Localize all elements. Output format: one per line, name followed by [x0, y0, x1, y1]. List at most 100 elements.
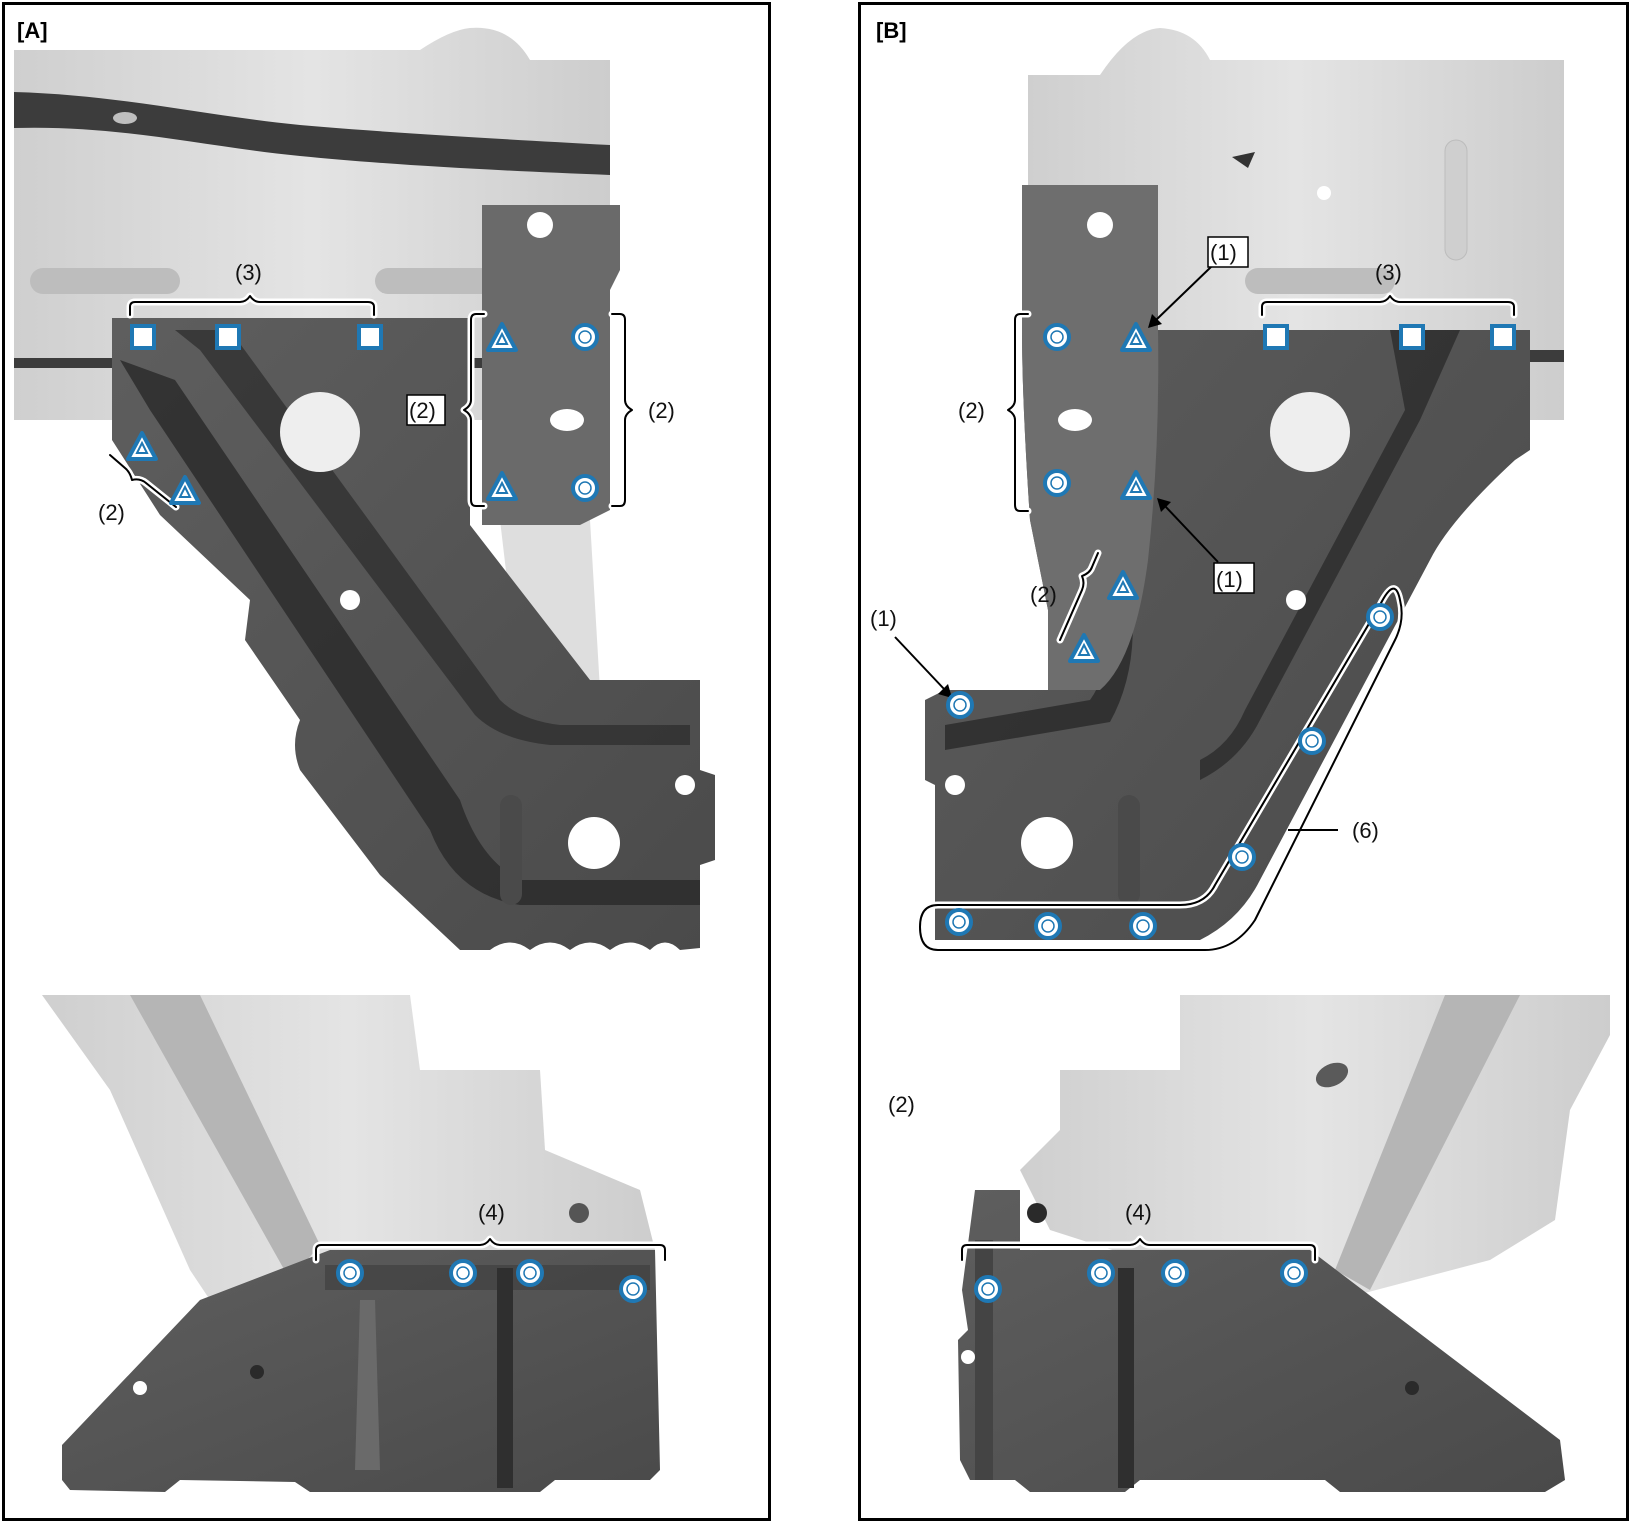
triangle-weld-marker [126, 431, 158, 461]
circle-weld-marker [1161, 1259, 1189, 1287]
square-markers [130, 324, 1516, 350]
a-upper-dark-rail [14, 92, 610, 175]
circle-weld-marker [1298, 727, 1326, 755]
circle-weld-marker [571, 323, 599, 351]
circle-weld-marker [1305, 734, 1319, 748]
triangle-weld-marker [1077, 642, 1091, 656]
b-lower-hole [1021, 817, 1073, 869]
a-main-bracket [112, 318, 715, 950]
callout-a-2-box [406, 394, 446, 426]
circle-weld-marker [1136, 919, 1150, 933]
circle-weld-marker [336, 1259, 364, 1287]
a-small-hole [340, 590, 360, 610]
panel-b-tag: [B] [876, 18, 907, 43]
callout-b-4: (4) [1125, 1200, 1152, 1225]
callout-a-4: (4) [478, 1200, 505, 1225]
triangle-weld-marker [1116, 579, 1130, 593]
triangle-weld-marker [495, 480, 509, 494]
circle-weld-marker [523, 1266, 537, 1280]
circle-weld-marker [953, 698, 967, 712]
circle-weld-marker [456, 1266, 470, 1280]
a-lower-dark-bracket [60, 1430, 62, 1523]
triangle-weld-marker [169, 475, 201, 505]
panel-a-artwork [14, 27, 715, 1523]
circle-weld-marker [946, 691, 974, 719]
circle-weld-marker [1280, 1259, 1308, 1287]
callout-b-2-stray: (2) [888, 1092, 915, 1117]
callout-a-3: (3) [235, 260, 262, 285]
callout-b-1-mid: (1) [1216, 567, 1243, 592]
callout-b-2-left: (2) [958, 398, 985, 423]
callout-a-2-boxed: (2) [409, 398, 436, 423]
triangle-weld-marker [135, 440, 149, 454]
triangle-weld-marker [1107, 570, 1139, 600]
circle-weld-marker [1228, 843, 1256, 871]
square-weld-marker [1263, 324, 1289, 350]
callout-b-3: (3) [1375, 260, 1402, 285]
b-large-hole [1270, 392, 1350, 472]
square-weld-marker [357, 324, 383, 350]
circle-weld-marker [981, 1282, 995, 1296]
panel-b-artwork [925, 28, 1610, 1492]
circle-weld-marker [1168, 1266, 1182, 1280]
b-tab-plate [1022, 185, 1159, 690]
circle-weld-marker [1094, 1266, 1108, 1280]
circle-weld-marker [1087, 1259, 1115, 1287]
circle-weld-marker [945, 908, 973, 936]
b-upper-light-panel [1028, 28, 1564, 420]
square-weld-marker [1399, 324, 1425, 350]
circle-weld-marker [626, 1282, 640, 1296]
a-tab-plate [482, 205, 620, 525]
triangle-weld-marker [1068, 633, 1100, 663]
circle-weld-marker [1041, 919, 1055, 933]
triangle-weld-marker [1129, 331, 1143, 345]
panel-a-tag: [A] [17, 18, 48, 43]
circle-weld-marker [449, 1259, 477, 1287]
a-rail-hole [113, 112, 137, 124]
circle-markers [336, 323, 1394, 1303]
a-large-hole [280, 392, 360, 472]
callout-b-2-inner: (2) [1030, 582, 1057, 607]
a-tab-hole [527, 212, 553, 238]
callout-b-1-top-box [1207, 236, 1249, 268]
square-weld-marker [215, 324, 241, 350]
triangle-weld-marker [1129, 479, 1143, 493]
b-tab-hole [1087, 212, 1113, 238]
callout-b-6: (6) [1352, 818, 1379, 843]
triangle-weld-marker [178, 484, 192, 498]
circle-weld-marker [1373, 610, 1387, 624]
leader-b-1-mid [1157, 498, 1219, 563]
circle-weld-marker [1034, 912, 1062, 940]
leader-b-1-top [1148, 265, 1213, 328]
circle-weld-marker [952, 915, 966, 929]
triangle-weld-marker [486, 322, 518, 352]
callout-b-1-left: (1) [870, 606, 897, 631]
circle-weld-marker [619, 1275, 647, 1303]
circle-weld-marker [578, 330, 592, 344]
triangle-markers [126, 322, 1152, 663]
triangle-weld-marker [1120, 470, 1152, 500]
circle-weld-marker [343, 1266, 357, 1280]
square-weld-marker [130, 324, 156, 350]
circle-weld-marker [1043, 469, 1071, 497]
circle-weld-marker [1050, 330, 1064, 344]
circle-weld-marker [974, 1275, 1002, 1303]
circle-weld-marker [1050, 476, 1064, 490]
a-lower-hole [568, 817, 620, 869]
square-weld-marker [1490, 324, 1516, 350]
triangle-weld-marker [486, 471, 518, 501]
circle-weld-marker [578, 481, 592, 495]
a-bracket-channel [120, 360, 700, 905]
circle-weld-marker [1287, 1266, 1301, 1280]
callout-a-2-right: (2) [648, 398, 675, 423]
circle-weld-marker [1129, 912, 1157, 940]
circle-weld-marker [571, 474, 599, 502]
callout-b-1-top: (1) [1210, 240, 1237, 265]
callout-a-2-left: (2) [98, 500, 125, 525]
triangle-weld-marker [1120, 322, 1152, 352]
circle-weld-marker [1235, 850, 1249, 864]
circle-weld-marker [516, 1259, 544, 1287]
callout-b-1-mid-box [1213, 562, 1255, 594]
circle-weld-marker [1043, 323, 1071, 351]
circle-weld-marker [1366, 603, 1394, 631]
